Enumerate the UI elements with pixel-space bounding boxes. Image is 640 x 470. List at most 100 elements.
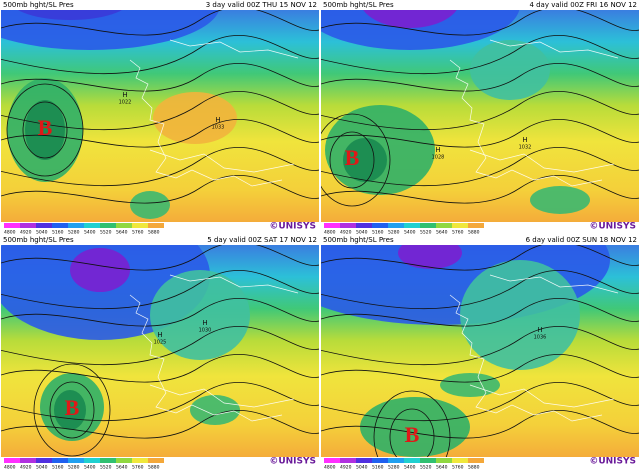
colorbar-swatch: [436, 458, 452, 463]
colorbar-label: 5400: [404, 465, 416, 470]
height-blob: [343, 138, 387, 182]
colorbar-swatch: [468, 223, 484, 228]
colorbar-swatch: [388, 458, 404, 463]
colorbar-swatch: [132, 223, 148, 228]
high-value: 1036: [534, 335, 547, 341]
pressure-contour: [0, 119, 320, 148]
pressure-contour: [0, 10, 320, 36]
coastline: [449, 39, 619, 187]
colorbar-label: 5640: [436, 230, 448, 236]
colorbar-label: 5520: [100, 230, 112, 236]
high-label: H: [202, 319, 207, 327]
colorbar-label: 4800: [4, 465, 16, 470]
colorbar-swatch: [324, 458, 340, 463]
header-bar: [320, 0, 640, 10]
colorbar-swatch: [388, 223, 404, 228]
colorbar-label: 4800: [324, 230, 336, 236]
low-contour: [373, 390, 451, 457]
height-blob: [150, 270, 250, 360]
colorbar-label: 5760: [452, 465, 464, 470]
colorbar-swatch: [4, 458, 20, 463]
product-name: 500mb hght/SL Pres: [3, 236, 74, 244]
low-contour: [49, 381, 95, 439]
pressure-contour: [320, 382, 640, 422]
colorbar-label: 5400: [84, 465, 96, 470]
height-blob: [530, 186, 590, 214]
pressure-contour: [320, 10, 640, 36]
colorbar-label: 5160: [372, 230, 384, 236]
high-label: H: [122, 91, 127, 99]
height-blob: [363, 10, 457, 28]
colorbar-swatch: [372, 458, 388, 463]
colorbar-swatch: [356, 223, 372, 228]
height-blob: [70, 248, 130, 292]
valid-time: 6 day valid 00Z SUN 18 NOV 12: [526, 236, 637, 244]
colorbar-swatch: [84, 458, 100, 463]
height-blob: [360, 397, 470, 457]
colorbar-swatch: [404, 223, 420, 228]
pressure-contour: [320, 326, 640, 366]
logo: ©UNISYS: [589, 457, 636, 467]
colorbar-swatch: [20, 223, 36, 228]
colorbar-label: 4920: [20, 465, 32, 470]
pressure-contour: [0, 326, 320, 366]
high-label: H: [537, 326, 542, 334]
colorbar-label: 4800: [324, 465, 336, 470]
colorbar-swatch: [68, 223, 84, 228]
colorbar-label: 4920: [340, 230, 352, 236]
colorbar-swatch: [116, 458, 132, 463]
colorbar-label: 5520: [100, 465, 112, 470]
height-blob: [470, 40, 550, 100]
colorbar-swatch: [340, 458, 356, 463]
colorbar-label: 5040: [36, 465, 48, 470]
pressure-contour: [320, 175, 640, 204]
colorbar-label: 5880: [148, 230, 160, 236]
pressure-contour: [0, 91, 320, 131]
colorbar-label: 5520: [420, 230, 432, 236]
colorbar-label: 5280: [388, 465, 400, 470]
colorbar-label: 5040: [356, 465, 368, 470]
colorbar-label: 5760: [452, 230, 464, 236]
colorbar-label: 5160: [52, 465, 64, 470]
colorbar-swatch: [372, 223, 388, 228]
colorbar-swatch: [404, 458, 420, 463]
height-blob: [153, 92, 237, 144]
high-label: H: [215, 116, 220, 124]
coastline: [129, 39, 299, 187]
header-bar: [0, 235, 320, 245]
product-name: 500mb hght/SL Pres: [323, 236, 394, 244]
colorbar-swatch: [356, 458, 372, 463]
valid-time: 4 day valid 00Z FRI 16 NOV 12: [529, 1, 637, 9]
product-name: 500mb hght/SL Pres: [323, 1, 394, 9]
pressure-contour: [0, 245, 320, 271]
colorbar-swatch: [324, 223, 340, 228]
colorbar-swatch: [52, 223, 68, 228]
high-value: 1028: [432, 155, 445, 161]
colorbar-label: 5640: [116, 230, 128, 236]
height-blob: [190, 395, 240, 425]
low-contour: [22, 101, 68, 159]
pressure-contour: [0, 270, 320, 310]
product-name: 500mb hght/SL Pres: [3, 1, 74, 9]
pressure-contour: [320, 245, 640, 271]
colorbar-swatch: [4, 223, 20, 228]
pressure-contour: [0, 35, 320, 75]
colorbar-label: 5040: [36, 230, 48, 236]
colorbar-label: 5880: [468, 465, 480, 470]
colorbar-swatch: [84, 223, 100, 228]
high-value: 1032: [519, 145, 532, 151]
height-blob: [25, 100, 65, 160]
colorbar-label: 5760: [132, 465, 144, 470]
panel-border: [0, 0, 320, 235]
pressure-contour: [0, 63, 320, 92]
colorbar-swatch: [68, 458, 84, 463]
colorbar-label: 5280: [68, 230, 80, 236]
height-blob: [54, 390, 86, 430]
colorbar-label: 5520: [420, 465, 432, 470]
pressure-contour: [0, 298, 320, 327]
